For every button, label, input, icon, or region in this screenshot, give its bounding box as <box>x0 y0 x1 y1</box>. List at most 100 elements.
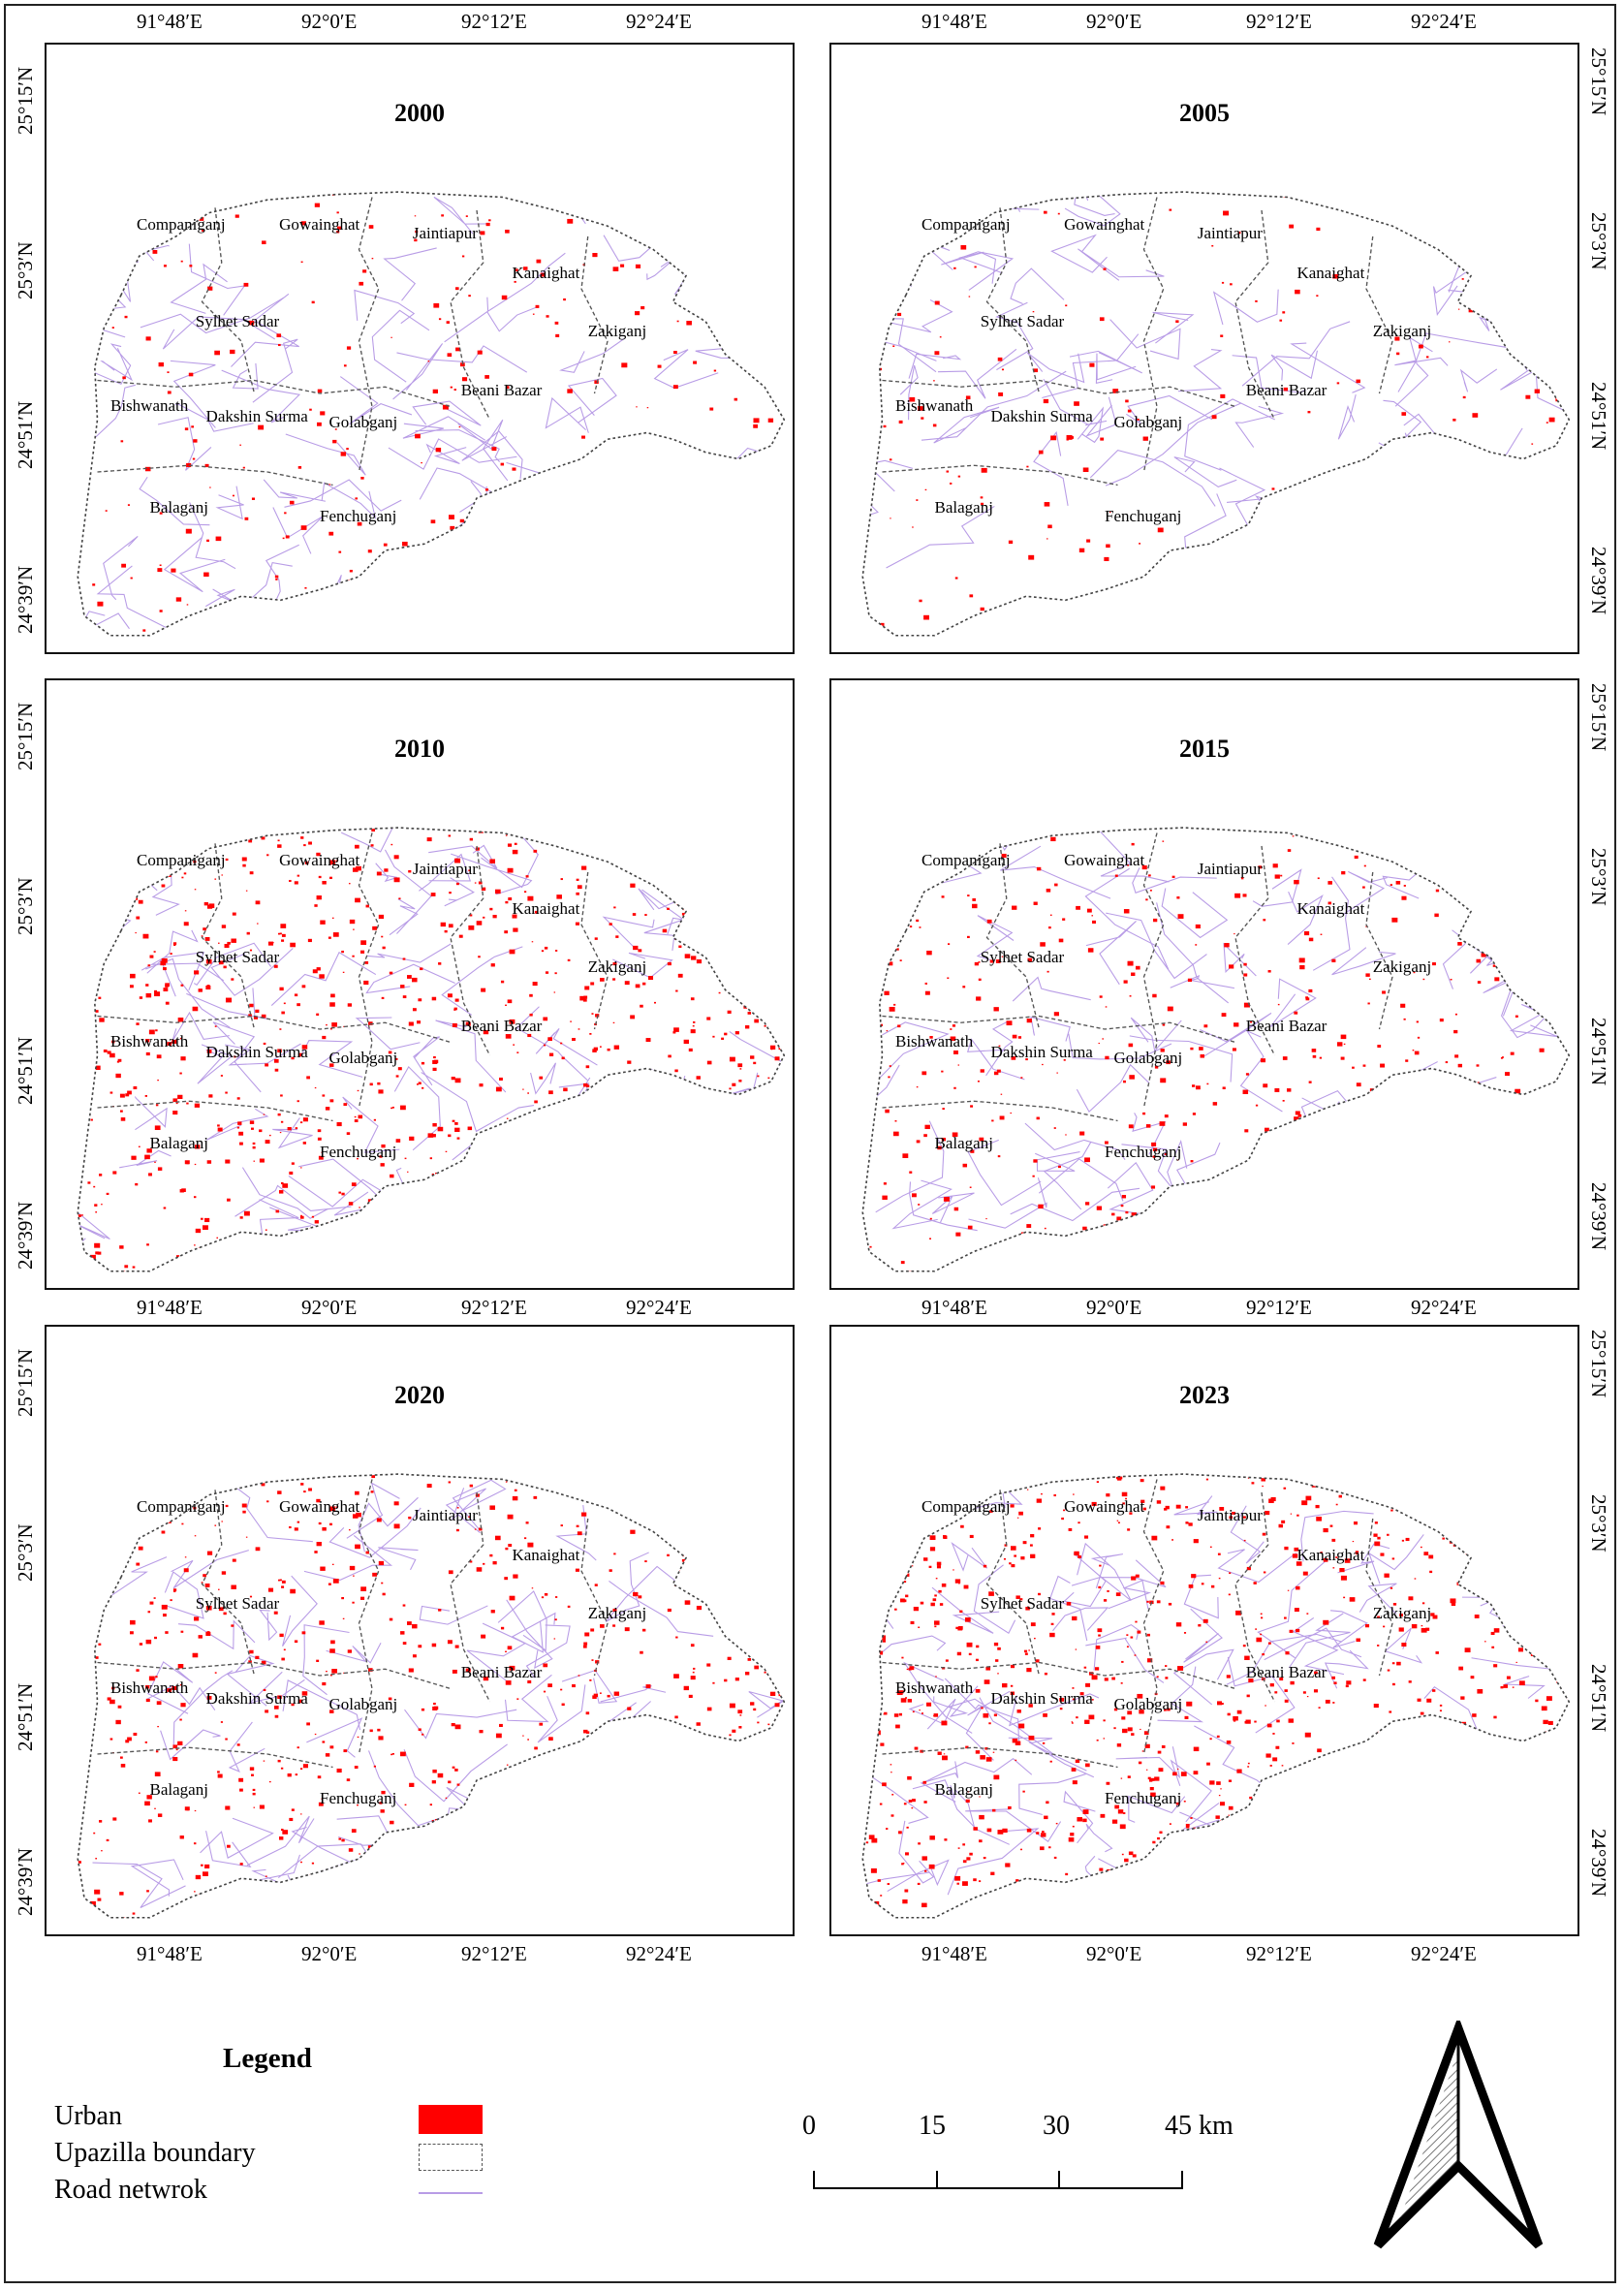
urban-patch <box>438 318 442 321</box>
urban-patch <box>1001 853 1007 859</box>
urban-patch <box>1432 1689 1436 1692</box>
urban-patch <box>1308 937 1314 942</box>
urban-patch <box>612 1483 617 1487</box>
urban-patch <box>1548 417 1555 423</box>
urban-patch <box>555 830 559 832</box>
urban-patch <box>1347 1860 1351 1864</box>
urban-patch <box>1040 942 1046 947</box>
urban-patch <box>884 1711 888 1715</box>
urban-patch <box>180 1630 184 1633</box>
urban-patch <box>1240 1866 1245 1870</box>
urban-patch <box>748 1178 751 1180</box>
road-segment <box>1471 1657 1570 1671</box>
urban-patch <box>560 1136 565 1140</box>
urban-patch <box>433 1275 439 1280</box>
urban-patch <box>1185 1823 1190 1828</box>
urban-patch <box>1547 1009 1552 1013</box>
urban-patch <box>1295 1191 1299 1195</box>
urban-patch <box>394 1872 401 1878</box>
urban-patch <box>690 997 695 1001</box>
urban-patch <box>916 1140 921 1144</box>
road-segment <box>1227 1656 1296 1734</box>
urban-patch <box>671 1490 676 1493</box>
urban-patch <box>950 1028 953 1030</box>
upazila-label: Gowainghat <box>279 1497 360 1517</box>
urban-patch <box>514 280 516 283</box>
urban-patch <box>1166 1525 1171 1529</box>
urban-patch <box>462 1895 468 1899</box>
urban-patch <box>1251 1482 1255 1485</box>
urban-patch <box>479 1083 484 1087</box>
urban-patch <box>384 1227 389 1232</box>
urban-patch <box>755 880 758 883</box>
urban-patch <box>975 1688 981 1693</box>
urban-patch <box>281 1011 285 1015</box>
urban-patch <box>666 879 669 882</box>
urban-patch <box>1385 484 1390 488</box>
road-segment <box>1556 1714 1570 1769</box>
urban-patch <box>362 269 367 273</box>
road-segment <box>305 594 387 636</box>
road-segment <box>205 588 235 608</box>
urban-patch <box>633 945 639 951</box>
urban-patch <box>886 892 891 896</box>
urban-patch <box>744 1480 748 1483</box>
urban-patch <box>1456 631 1462 636</box>
urban-patch <box>1451 1760 1453 1762</box>
urban-patch <box>1195 1085 1201 1090</box>
road-segment <box>403 1743 508 1803</box>
urban-patch <box>342 1617 345 1619</box>
road-segment <box>1308 1192 1361 1243</box>
road-segment <box>197 1044 234 1084</box>
road-segment <box>1012 976 1091 1002</box>
urban-patch <box>560 1042 563 1045</box>
urban-patch <box>153 951 156 953</box>
urban-patch <box>764 1206 767 1208</box>
urban-patch <box>724 1743 729 1748</box>
urban-patch <box>1099 317 1105 322</box>
urban-patch <box>1268 1791 1273 1795</box>
urban-patch <box>1327 1195 1331 1198</box>
urban-patch <box>1389 1710 1392 1713</box>
urban-patch <box>1201 1853 1205 1856</box>
urban-patch <box>360 1586 367 1591</box>
urban-patch <box>656 1904 659 1906</box>
urban-patch <box>1329 1524 1333 1527</box>
urban-patch <box>230 349 235 355</box>
urban-patch <box>1287 849 1292 852</box>
urban-patch <box>1365 973 1370 977</box>
urban-patch <box>309 1876 316 1881</box>
urban-patch <box>1295 289 1300 295</box>
urban-patch <box>563 555 568 558</box>
road-segment <box>661 480 708 560</box>
urban-patch <box>870 1867 877 1873</box>
urban-patch <box>495 1086 502 1092</box>
urban-patch <box>732 1729 736 1733</box>
urban-patch <box>548 1737 553 1741</box>
urban-patch <box>490 1610 495 1614</box>
urban-patch <box>941 895 945 898</box>
urban-patch <box>1477 1082 1480 1084</box>
urban-patch <box>694 882 697 885</box>
road-segment <box>569 1827 605 1848</box>
urban-patch <box>277 839 280 842</box>
urban-patch <box>908 894 911 896</box>
urban-patch <box>684 1600 691 1605</box>
urban-patch <box>1524 1258 1527 1261</box>
upazila-label: Golabganj <box>1113 1049 1183 1068</box>
urban-patch <box>938 1589 942 1593</box>
urban-patch <box>522 1890 528 1896</box>
urban-patch <box>402 957 406 960</box>
urban-patch <box>1044 1815 1048 1820</box>
urban-patch <box>620 1903 625 1907</box>
road-segment <box>100 348 134 382</box>
urban-patch <box>332 439 337 444</box>
urban-patch <box>119 1093 125 1098</box>
urban-patch <box>249 1649 254 1654</box>
road-segment <box>1364 1763 1457 1815</box>
lon-tick-label: 91°48′E <box>137 10 203 33</box>
road-segment <box>177 1619 256 1650</box>
urban-patch <box>1453 1478 1459 1483</box>
urban-patch <box>1352 1540 1355 1543</box>
urban-patch <box>1243 973 1248 977</box>
